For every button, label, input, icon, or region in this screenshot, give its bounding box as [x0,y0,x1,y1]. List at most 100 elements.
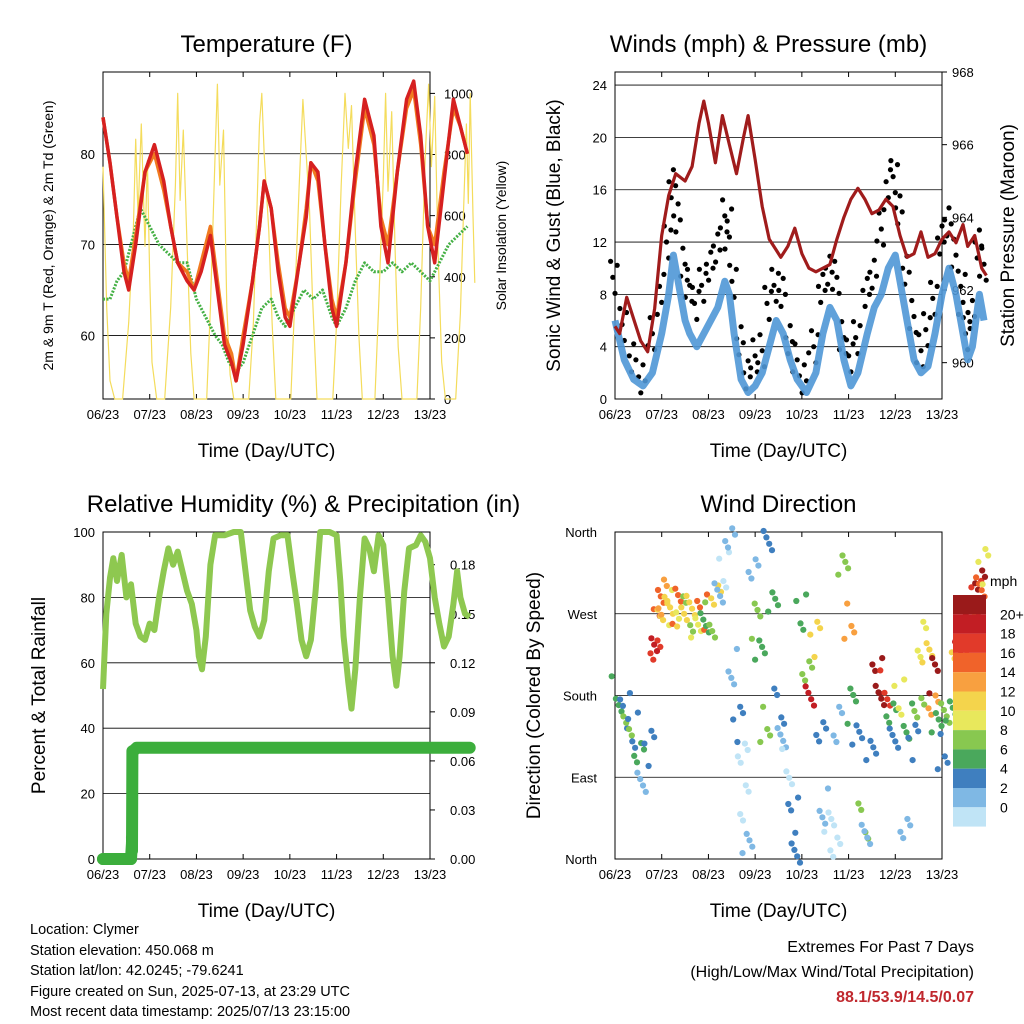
direction-point [937,730,944,738]
direction-point [617,696,624,703]
direction-point [935,716,942,723]
direction-point [807,631,814,638]
direction-point [875,689,882,696]
direction-point [674,623,681,630]
direction-point [723,584,730,591]
y-tick-label: 16 [593,183,607,198]
gust-point [946,205,952,211]
direction-point [917,653,924,661]
gust-point [738,324,744,330]
direction-point [672,585,679,592]
direction-point [907,822,914,829]
y-tick-label: 70 [81,238,95,253]
gust-point [939,223,945,229]
gust-point [906,269,912,275]
legend-label: 10 [1000,703,1016,719]
gust-point [671,213,677,219]
direction-point [778,714,785,721]
direction-point [711,634,719,641]
y-axis-label: 2m & 9m T (Red, Orange) & 2m Td (Green) [40,101,56,371]
gust-point [983,277,989,283]
direction-point [895,744,902,751]
station-info: Location: Clymer Station elevation: 450.… [30,920,350,1023]
gust-point [724,229,730,235]
x-axis-label: Time (Day/UTC) [198,901,336,922]
direction-point [900,835,907,842]
x-tick-label: 09/23 [739,407,772,422]
gust-point [801,362,807,368]
direction-point [772,595,779,602]
direction-point [760,703,767,710]
direction-point [788,781,796,788]
gust-point [706,277,712,283]
x-tick-label: 11/23 [833,407,865,422]
gust-point [682,261,688,267]
y-tick-label: 60 [81,656,95,671]
gust-point [794,357,800,363]
gust-point [846,353,852,359]
direction-point [765,608,772,615]
legend-swatch [953,672,986,692]
gust-point [967,319,973,325]
direction-point [921,701,928,708]
gust-point [892,190,898,196]
plot-frame [102,531,431,860]
gust-point [663,239,670,245]
direction-point [825,809,832,816]
direction-point [640,746,648,753]
direction-point [796,859,804,866]
direction-point [844,720,851,727]
direction-point [631,752,638,760]
direction-point [831,822,838,829]
gust-point [806,350,812,356]
y-tick-label: 100 [73,525,95,540]
series-pressure [613,99,988,354]
direction-point [821,828,828,835]
x-tick-label: 07/23 [645,867,678,882]
direction-point [822,820,829,827]
direction-point [725,549,733,556]
direction-point [737,703,744,710]
gust-point [916,332,922,338]
gust-point [701,298,707,304]
y2-tick-label: 0.12 [450,656,475,671]
direction-point [975,558,982,566]
y-tick-label: North [565,525,597,540]
gust-point [703,270,709,276]
gust-point [820,271,826,277]
direction-point [802,677,809,684]
direction-point [681,610,688,617]
gust-point [691,300,698,306]
gust-point [677,217,683,223]
gust-point [897,193,903,199]
direction-point [891,682,898,690]
gust-point [668,227,674,233]
gust-point [745,358,751,364]
direction-point [797,620,804,627]
direction-point [839,552,846,559]
gust-point [684,266,691,272]
direction-point [820,719,827,726]
legend-swatch [953,652,986,673]
direction-point [941,753,948,760]
direction-point [918,695,925,702]
x-axis-label: Time (Day/UTC) [710,441,848,462]
latest-timestamp: Most recent data timestamp: 2025/07/13 2… [30,1004,351,1020]
direction-point [791,846,798,854]
direction-point [877,667,884,674]
gust-point [762,284,768,290]
gust-point [750,337,756,343]
direction-point [872,667,879,675]
direction-point [911,707,918,715]
x-tick-label: 10/23 [786,407,819,422]
station-location: Location: Clymer [30,922,139,938]
legend-swatch [953,730,986,750]
direction-point [814,618,821,625]
x-tick-label: 10/23 [274,867,307,882]
direction-point [645,762,652,770]
direction-point [985,552,992,559]
gust-point [661,271,667,277]
direction-point [651,641,658,648]
direction-point [634,709,642,716]
direction-point [660,617,667,624]
